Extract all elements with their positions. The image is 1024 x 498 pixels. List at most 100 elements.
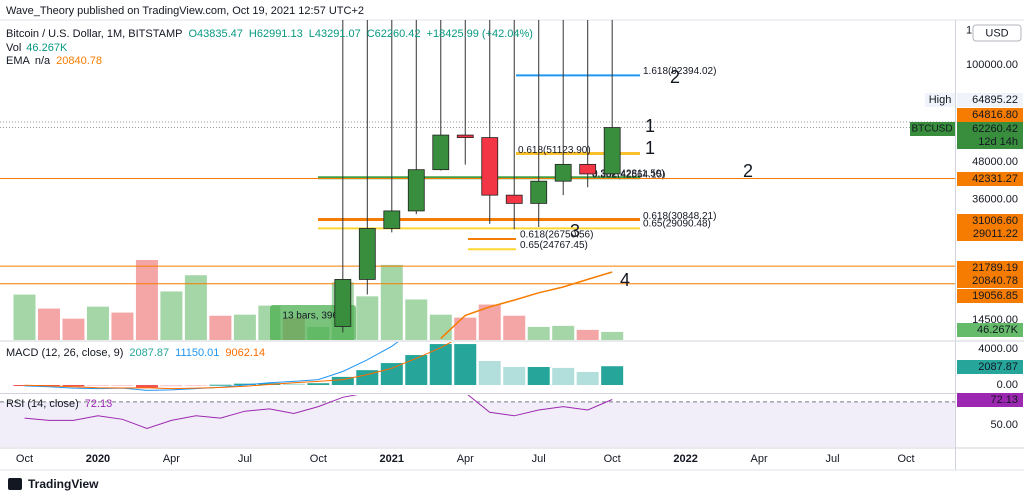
volume-bar xyxy=(503,315,526,340)
x-tick-label: Jul xyxy=(238,453,252,465)
macd-histogram-bar xyxy=(552,367,575,385)
level-label: 0.618(51123.90) xyxy=(518,145,591,156)
y-tick-label: 50.00 xyxy=(990,419,1018,431)
ema-price-label-box xyxy=(957,274,1023,288)
price-label: 31006.60 xyxy=(972,215,1018,227)
high-price-label: 64895.22 xyxy=(972,94,1018,106)
level-label: 0.618(26750.56) xyxy=(520,230,593,241)
volume-bar xyxy=(111,312,134,340)
volume-bar xyxy=(209,315,232,340)
y-tick-label: 100000.00 xyxy=(966,59,1018,71)
countdown: 12d 14h xyxy=(978,136,1018,148)
x-tick-label: Apr xyxy=(163,453,180,465)
volume-bar xyxy=(552,325,575,340)
wave-label: 1 xyxy=(645,116,655,136)
ema-price-label: 20840.78 xyxy=(972,275,1018,287)
volume-bar xyxy=(86,306,109,340)
price-label: 42331.27 xyxy=(972,173,1018,185)
ohlc-value: O43835.47 xyxy=(188,28,242,40)
macd-pane xyxy=(13,342,624,391)
x-tick-label: Oct xyxy=(897,453,914,465)
legend-name: EMA xyxy=(6,55,31,67)
volume-bar xyxy=(454,317,477,340)
price-legend: Bitcoin / U.S. Dollar, 1M, BITSTAMP O4383… xyxy=(6,28,533,40)
legend-name: RSI (14, close) xyxy=(6,398,79,410)
legend-value: 9062.14 xyxy=(225,347,265,359)
high-tag-box xyxy=(925,93,955,107)
publisher-line: Wave_Theory published on TradingView.com… xyxy=(6,5,364,17)
axes: 14500.0036000.0048000.00100000.00130000.… xyxy=(0,20,1024,471)
macd-histogram-bar xyxy=(86,384,109,386)
rsi-price-label-box xyxy=(957,393,1023,407)
ohlc-value: L43291.07 xyxy=(309,28,361,40)
price-label-box xyxy=(957,227,1023,241)
macd-histogram-bar xyxy=(478,360,501,385)
macd-histogram-bar xyxy=(209,384,232,386)
ohlc-value: H62991.13 xyxy=(249,28,303,40)
last-tag: BTCUSD xyxy=(911,124,952,135)
y-tick-label: 48000.00 xyxy=(972,156,1018,168)
price-label: 19056.85 xyxy=(972,290,1018,302)
price-label-box xyxy=(957,261,1023,275)
macd-histogram-bar xyxy=(13,384,36,386)
x-tick-label: Oct xyxy=(604,453,621,465)
volume-bar xyxy=(13,294,36,340)
macd-histogram-bar xyxy=(405,355,428,385)
volume-bar xyxy=(184,275,207,340)
y-tick-label: 4000.00 xyxy=(978,343,1018,355)
macd-histogram-bar xyxy=(331,376,354,385)
volume-bar xyxy=(527,326,550,340)
rsi-pane xyxy=(0,395,955,447)
x-tick-label: Apr xyxy=(457,453,474,465)
volume-bar xyxy=(380,264,403,340)
x-tick-label: Jul xyxy=(826,453,840,465)
last-tag-box xyxy=(910,122,955,136)
macd-line xyxy=(24,342,453,390)
level-label: 0.382(42564.15) xyxy=(592,169,665,180)
price-label-box xyxy=(957,108,1023,122)
candle-body xyxy=(383,210,401,229)
macd-histogram-bar xyxy=(601,366,624,385)
price-label: 21789.19 xyxy=(972,262,1018,274)
level-label: 1.618(92394.02) xyxy=(643,66,716,77)
price-label-box xyxy=(957,214,1023,228)
candle-body xyxy=(579,163,597,175)
candle-body xyxy=(456,134,474,138)
logo xyxy=(8,478,22,490)
macd-price-label: 2087.87 xyxy=(978,361,1018,373)
measure-label: 13 bars, 396d xyxy=(282,311,343,322)
macd-histogram-bar xyxy=(527,367,550,385)
ema-legend: EMA n/a 20840.78 xyxy=(6,55,102,67)
macd-histogram-bar xyxy=(111,384,134,386)
rsi-band xyxy=(0,401,955,447)
level-label: 0.618(30848.21) xyxy=(643,211,716,222)
wave-label: 1 xyxy=(645,138,655,158)
high-price-label-box xyxy=(957,93,1023,107)
volume-bar xyxy=(62,318,85,340)
x-tick-label: 2021 xyxy=(380,453,404,465)
legend-name: MACD (12, 26, close, 9) xyxy=(6,347,123,359)
legend-param: n/a xyxy=(35,55,51,67)
volume-price-label: 46.267K xyxy=(977,324,1019,336)
legend-value: 2087.87 xyxy=(129,347,169,359)
high-tag: High xyxy=(929,94,952,106)
y-tick-label: 14500.00 xyxy=(972,314,1018,326)
wave-label: 2 xyxy=(670,67,680,87)
volume-bar xyxy=(160,291,183,340)
macd-histogram-bar xyxy=(233,383,256,385)
x-tick-label: Oct xyxy=(310,453,327,465)
legend-value: 20840.78 xyxy=(56,55,102,67)
legend-title: Bitcoin / U.S. Dollar, 1M, BITSTAMP xyxy=(6,28,182,40)
macd-histogram-bar xyxy=(135,384,158,388)
candle-body xyxy=(554,163,572,182)
legend-value: 46.267K xyxy=(26,42,68,54)
brand: TradingView xyxy=(28,477,99,491)
candle-body xyxy=(530,180,548,204)
volume-bar xyxy=(356,296,379,340)
volume-legend: Vol 46.267K xyxy=(6,42,68,54)
x-tick-label: Jul xyxy=(532,453,546,465)
candle-body xyxy=(603,127,621,175)
macd-histogram-bar xyxy=(160,384,183,387)
macd-histogram-bar xyxy=(62,384,85,387)
